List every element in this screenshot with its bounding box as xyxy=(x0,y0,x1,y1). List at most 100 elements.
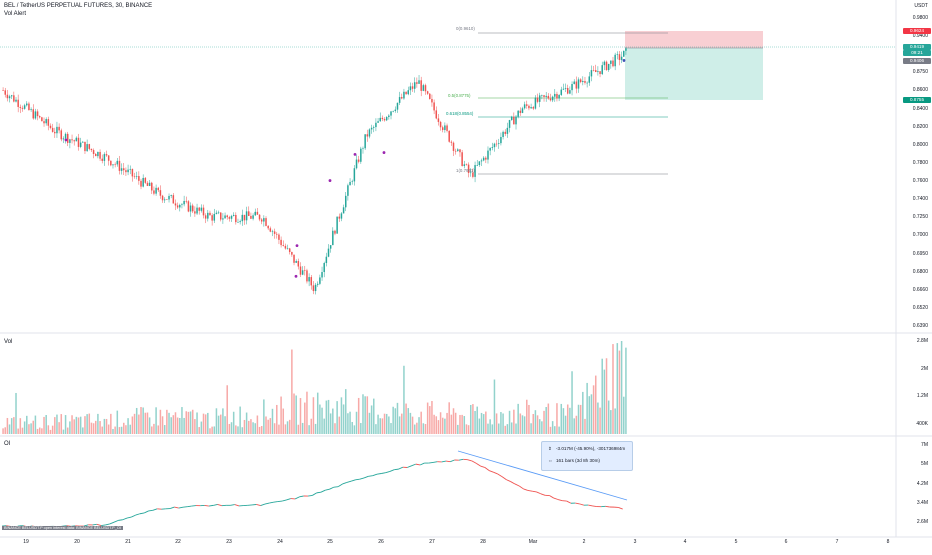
volume-bar xyxy=(414,425,416,434)
candle-body xyxy=(608,64,610,70)
volume-bar xyxy=(522,415,524,434)
volume-bar xyxy=(595,376,597,434)
candle-body xyxy=(41,117,43,121)
volume-bar xyxy=(22,428,24,434)
volume-bar xyxy=(246,413,248,434)
price-axis-tick: 0.8600 xyxy=(913,87,928,93)
candle-body xyxy=(119,161,121,171)
volume-bar xyxy=(214,426,216,434)
volume-bar xyxy=(576,416,578,434)
candle-body xyxy=(377,121,379,123)
time-axis-tick: Mar xyxy=(529,539,538,545)
candle-body xyxy=(438,118,440,122)
candle-body xyxy=(513,117,515,125)
candle-body xyxy=(420,80,422,91)
volume-bar xyxy=(237,426,239,434)
oi-segment xyxy=(179,507,183,508)
candle-body xyxy=(37,111,39,116)
oi-pane-label[interactable]: OI xyxy=(4,441,10,447)
currency-label[interactable]: USDT xyxy=(914,3,928,9)
volume-bar xyxy=(343,404,345,434)
oi-axis-tick: 4.2M xyxy=(917,481,928,487)
candle-body xyxy=(11,95,13,96)
oi-segment xyxy=(321,490,325,492)
oi-segment xyxy=(93,524,97,525)
volume-bar xyxy=(127,418,129,434)
candle-body xyxy=(254,212,256,215)
volume-bar xyxy=(252,422,254,434)
candle-body xyxy=(54,132,56,133)
volume-bar xyxy=(526,400,528,434)
oi-segment xyxy=(174,507,178,508)
candle-body xyxy=(541,95,543,96)
candle-body xyxy=(580,79,582,82)
volume-bar xyxy=(315,424,317,434)
volume-bar xyxy=(610,410,612,434)
volume-bar xyxy=(356,412,358,434)
oi-segment xyxy=(399,467,403,469)
candle-body xyxy=(405,92,407,94)
time-axis-tick: 6 xyxy=(785,539,788,545)
volume-bar xyxy=(496,413,498,434)
candle-body xyxy=(367,134,369,136)
volume-bar xyxy=(80,417,82,434)
volume-bar xyxy=(313,397,315,434)
candle-body xyxy=(142,178,144,187)
oi-segment xyxy=(269,502,273,503)
volume-bar xyxy=(76,417,78,434)
countdown-tag: 09:21 xyxy=(903,50,931,56)
candle-body xyxy=(39,116,41,117)
volume-bar xyxy=(548,404,550,434)
time-axis-tick: 27 xyxy=(429,539,435,545)
candle-body xyxy=(170,195,172,196)
volume-bar xyxy=(464,416,466,434)
candle-body xyxy=(425,85,427,91)
candle-body xyxy=(481,160,483,161)
volume-bar xyxy=(573,418,575,434)
candle-body xyxy=(263,218,265,221)
candle-body xyxy=(224,215,226,218)
volume-bar xyxy=(323,419,325,434)
price-axis-tick: 0.9800 xyxy=(913,15,928,21)
volume-bar xyxy=(580,405,582,434)
oi-segment xyxy=(364,476,368,478)
volume-bar xyxy=(86,414,88,434)
candle-body xyxy=(218,213,220,214)
volume-bar xyxy=(362,394,364,434)
indicator-label[interactable]: Vol Alert xyxy=(4,11,26,17)
candle-body xyxy=(451,142,453,143)
candle-body xyxy=(418,80,420,84)
candle-body xyxy=(487,151,489,160)
candle-body xyxy=(515,117,517,125)
candle-body xyxy=(386,117,388,120)
candle-body xyxy=(528,106,530,108)
stop-loss-zone[interactable] xyxy=(625,31,763,48)
volume-pane-label[interactable]: Vol xyxy=(4,339,12,345)
volume-bar xyxy=(347,413,349,434)
candle-body xyxy=(315,285,317,291)
volume-bar xyxy=(373,399,375,434)
oi-segment xyxy=(485,467,489,470)
volume-bar xyxy=(140,407,142,434)
candle-body xyxy=(343,207,345,213)
volume-bar xyxy=(311,419,313,434)
take-profit-zone[interactable] xyxy=(625,48,763,100)
volume-bar xyxy=(582,392,584,434)
candle-body xyxy=(459,149,461,152)
oi-segment xyxy=(476,463,480,466)
candle-body xyxy=(125,170,127,172)
volume-bar xyxy=(567,404,569,434)
candle-body xyxy=(345,196,347,207)
volume-bar xyxy=(61,414,63,434)
volume-bar xyxy=(162,416,164,434)
candle-body xyxy=(106,154,108,155)
measure-price-change: -3.017M (-45.90%), -301736984m xyxy=(556,446,625,451)
volume-bar xyxy=(265,416,267,434)
volume-bar xyxy=(489,419,491,434)
oi-segment xyxy=(446,461,450,462)
oi-segment xyxy=(502,477,506,480)
volume-bar xyxy=(259,427,261,434)
volume-bar xyxy=(561,404,563,434)
volume-bar xyxy=(104,419,106,434)
